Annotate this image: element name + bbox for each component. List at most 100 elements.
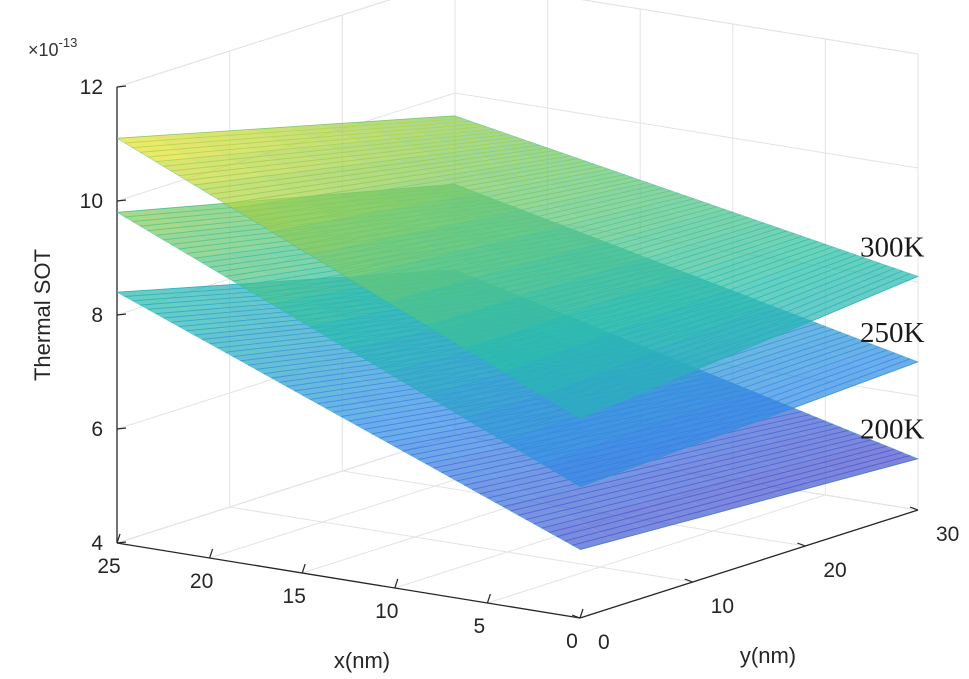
surface-patch [271, 225, 344, 256]
mesh-line [201, 144, 540, 191]
surface-patch [845, 347, 918, 375]
surface-patch [416, 403, 489, 430]
mesh-line [556, 352, 896, 474]
mesh-line [332, 190, 672, 270]
surface-patch [599, 292, 672, 323]
z-tick-label: 6 [91, 418, 103, 441]
surface-patch [739, 353, 812, 383]
z-multiplier-exponent: -13 [59, 35, 78, 50]
z-tick [116, 199, 127, 202]
surface-patch [300, 265, 373, 292]
surface-patch [425, 314, 499, 349]
mesh-line [533, 439, 872, 525]
mesh-line [356, 198, 695, 284]
mesh-line [456, 233, 795, 345]
surface-patch [498, 142, 571, 162]
surface-patch [604, 322, 677, 356]
surface-patch [642, 342, 716, 376]
surface-patch [744, 382, 817, 412]
mesh-line [471, 238, 811, 354]
surface-patch [232, 275, 306, 304]
mesh-line [541, 262, 880, 396]
surface-patch [271, 373, 344, 400]
surface-patch [522, 255, 595, 285]
surface-patch [324, 142, 397, 164]
surface-patch [662, 243, 735, 270]
mesh-line [178, 136, 517, 177]
surface-patch [604, 397, 677, 429]
surface-patch [705, 451, 779, 478]
mesh-line [417, 219, 757, 321]
surface-patch [778, 289, 851, 319]
surface-300K [116, 115, 919, 419]
mesh-line [217, 150, 556, 200]
mesh-line [186, 139, 525, 181]
surface-patch [768, 411, 841, 436]
surface-patch [401, 176, 475, 201]
surface-patch [305, 291, 378, 320]
x-axis-line [116, 542, 581, 619]
z-multiplier-base: ×10 [28, 40, 59, 60]
mesh-line [147, 126, 486, 158]
surface-patch [705, 364, 779, 394]
x-tick [116, 533, 121, 544]
surface-patch [642, 494, 716, 523]
mesh-line [132, 120, 471, 149]
mesh-line [548, 265, 888, 401]
surface-patch [734, 247, 808, 274]
surface-patch [498, 325, 571, 360]
y-tick-label: 30 [936, 523, 959, 546]
mesh-line [248, 160, 587, 219]
surface-patch [459, 129, 533, 147]
y-tick-label: 0 [598, 631, 610, 654]
surface-patch [565, 303, 639, 336]
surface-patch [541, 519, 614, 550]
mesh-line [163, 131, 502, 167]
surface-patch [734, 418, 808, 444]
mesh-line [410, 217, 749, 317]
surfaces [115, 115, 919, 551]
z-axis-label: Thermal SOT [30, 249, 55, 381]
surface-patch [425, 132, 499, 152]
mesh-line [564, 451, 903, 542]
series-label-250K: 250K [860, 317, 925, 349]
surface-patch [309, 247, 383, 279]
surface-patch [845, 442, 918, 468]
surface-patch [807, 332, 880, 359]
surface-patch [705, 286, 779, 316]
z-gridline [116, 0, 919, 88]
mesh-line [448, 230, 787, 340]
mesh-line [402, 214, 741, 312]
mesh-line [533, 343, 872, 460]
x-tick-label: 5 [474, 615, 486, 638]
mesh-line [549, 445, 888, 533]
surface-patch [498, 398, 571, 431]
mesh-line [525, 340, 865, 456]
surface-patch [464, 408, 537, 442]
series-label-200K: 200K [860, 414, 925, 446]
surface-patch [261, 244, 335, 271]
surface-patch [676, 329, 749, 362]
mesh-line [363, 200, 703, 289]
surface-patch [585, 212, 658, 238]
mesh-line [556, 267, 896, 405]
surface-patch [338, 364, 412, 390]
surface-patch [309, 319, 383, 350]
surface-patch [778, 459, 851, 486]
surface-patch [266, 270, 339, 298]
surface-patch [609, 355, 682, 391]
mesh-line [140, 123, 479, 153]
surface-patch [493, 294, 566, 326]
surface-patch [363, 159, 436, 183]
surface-patch [604, 474, 677, 503]
x-tick [301, 563, 306, 574]
surface-patch [700, 258, 774, 287]
mesh-line [263, 166, 602, 228]
x-tick-label: 0 [566, 630, 578, 653]
mesh-line [518, 433, 857, 516]
surface-patch [570, 335, 643, 369]
surface-patch [551, 220, 624, 247]
surface-patch [618, 204, 692, 228]
surface-patch [459, 376, 532, 409]
surface-patch [305, 219, 378, 248]
